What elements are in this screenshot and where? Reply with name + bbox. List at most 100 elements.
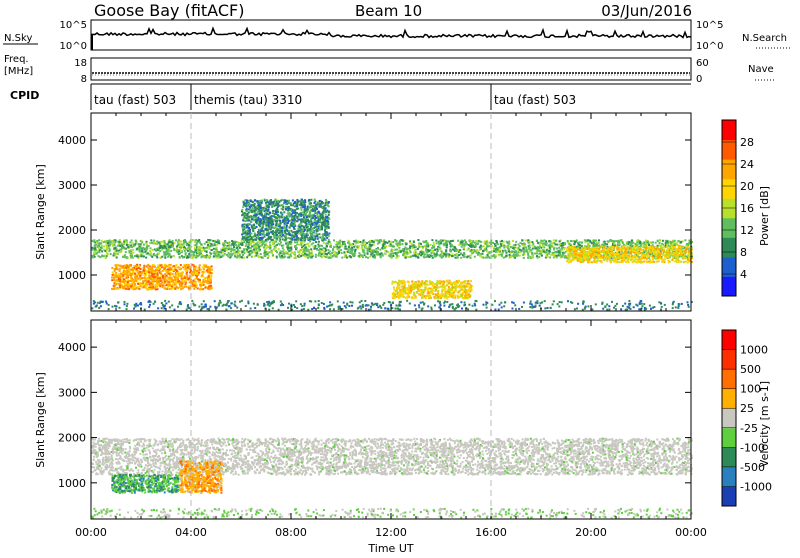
power-echo [458,244,460,246]
power-echo [361,247,363,249]
power-echo [139,248,141,250]
power-echo [254,203,256,205]
power-echo [417,256,419,258]
power-echo [101,240,103,242]
power-echo [151,273,153,275]
power-echo [226,254,228,256]
power-echo [185,286,187,288]
power-echo [436,242,438,244]
power-echo [209,252,211,254]
power-echo [348,250,350,252]
power-echo [174,279,176,281]
power-echo [185,268,187,270]
power-echo [339,244,341,246]
power-echo [228,242,230,244]
power-echo [164,270,166,272]
power-echo [202,275,204,277]
power-echo [280,250,282,252]
power-echo [313,246,315,248]
power-echo [229,257,231,259]
power-echo [254,255,256,257]
power-echo [153,240,155,242]
power-echo [420,243,422,245]
power-echo [330,246,332,248]
nsky-trace [91,28,691,37]
power-echo [363,239,365,241]
power-echo [305,250,307,252]
power-echo [488,245,490,247]
power-echo [534,253,536,255]
power-echo [330,255,332,257]
power-echo [158,242,160,244]
power-echo [456,253,458,255]
power-echo [250,221,252,223]
power-echo [239,257,241,259]
power-echo [213,255,215,257]
power-echo [162,270,164,272]
power-echo [113,285,115,287]
power-echo [206,247,208,249]
power-echo [283,253,285,255]
power-echo [451,253,453,255]
power-echo [324,221,326,223]
power-echo [243,239,245,241]
power-echo [562,242,564,244]
power-echo [298,215,300,217]
power-echo [427,249,429,251]
power-echo [316,235,318,237]
power-echo [206,241,208,243]
power-echo [169,246,171,248]
power-echo [175,239,177,241]
power-echo [328,239,330,241]
power-echo [347,248,349,250]
power-echo [517,254,519,256]
power-echo [399,244,401,246]
power-echo [280,223,282,225]
power-echo [545,255,547,257]
power-echo [435,253,437,255]
power-echo [230,248,232,250]
power-echo [282,250,284,252]
power-echo [287,210,289,212]
power-echo [128,250,130,252]
power-echo [326,253,328,255]
power-echo [290,247,292,249]
power-echo [310,202,312,204]
power-echo [467,256,469,258]
power-echo [242,227,244,229]
power-echo [292,204,294,206]
power-echo [213,252,215,254]
power-echo [312,223,314,225]
power-echo [516,247,518,249]
power-echo [129,246,131,248]
power-echo [547,245,549,247]
power-echo [130,251,132,253]
power-echo [318,211,320,213]
power-echo [313,202,315,204]
power-echo [367,253,369,255]
power-echo [474,256,476,258]
power-echo [278,243,280,245]
cpid-segment-label: tau (fast) 503 [94,93,176,107]
power-echo [195,272,197,274]
power-echo [150,253,152,255]
power-echo [114,268,116,270]
power-echo [299,251,301,253]
power-echo [668,241,670,243]
power-echo [246,251,248,253]
power-echo [291,252,293,254]
power-echo [171,287,173,289]
power-echo [655,242,657,244]
power-echo [98,243,100,245]
power-echo [246,200,248,202]
power-echo [315,245,317,247]
power-echo [328,211,330,213]
power-echo [321,214,323,216]
power-echo [259,200,261,202]
power-echo [233,252,235,254]
power-echo [450,244,452,246]
power-echo [180,285,182,287]
power-echo [250,243,252,245]
power-echo [476,249,478,251]
power-echo [463,252,465,254]
